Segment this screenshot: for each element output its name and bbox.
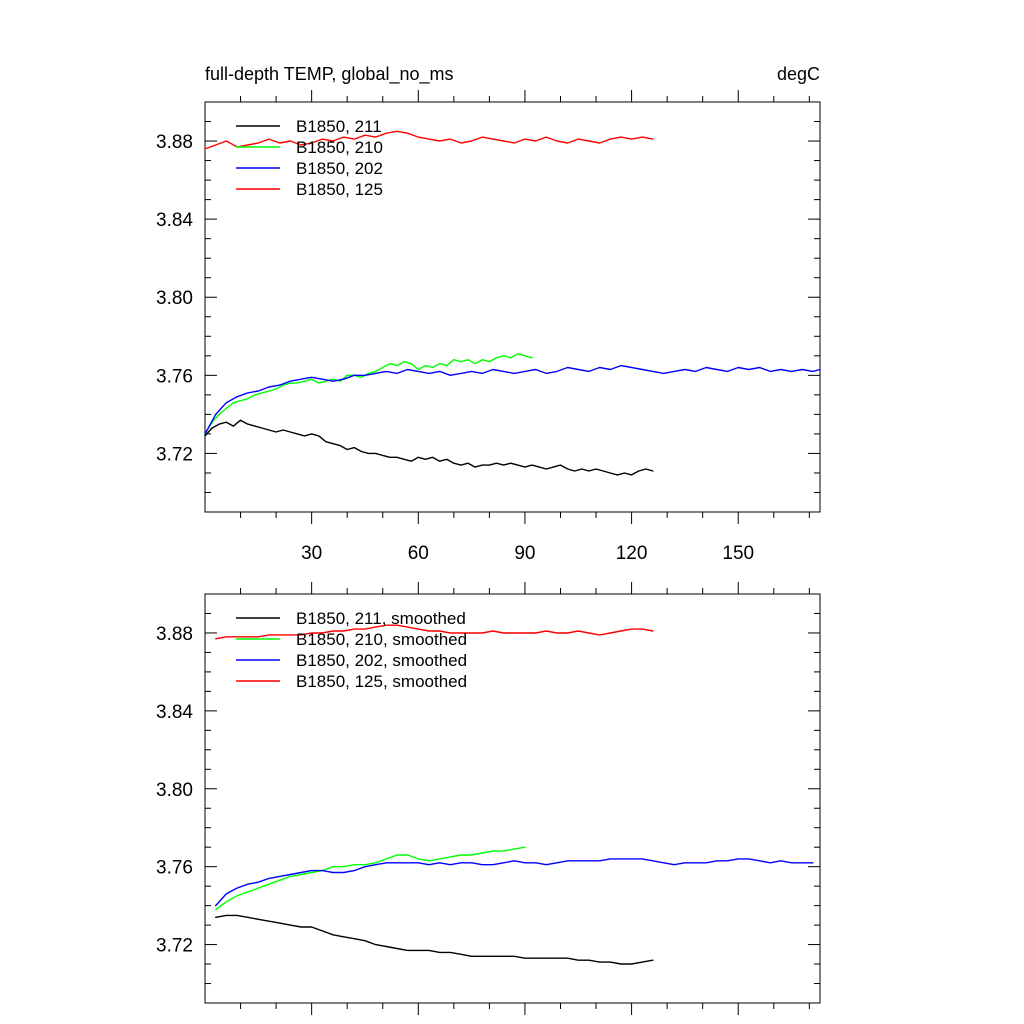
series-line-2 xyxy=(204,364,821,435)
x-tick-label: 90 xyxy=(514,543,535,564)
y-tick-label: 3.88 xyxy=(156,624,193,645)
legend-label: B1850, 202, smoothed xyxy=(296,651,467,670)
series-line-0 xyxy=(204,419,654,476)
series-line-1 xyxy=(204,353,533,435)
plot-frame xyxy=(204,101,821,513)
series-line-2 xyxy=(215,858,814,907)
y-tick-label: 3.76 xyxy=(156,366,193,387)
legend-label: B1850, 210 xyxy=(296,138,383,157)
y-tick-label: 3.72 xyxy=(156,444,193,465)
series-line-3 xyxy=(204,130,654,150)
panel-smoothed: 3.72 3.76 3.80 3.84 3.88 B1850, 211, smoothed… xyxy=(156,582,821,1015)
y-tick-label: 3.72 xyxy=(156,936,193,957)
y-tick-label: 3.80 xyxy=(156,288,193,309)
y-tick-label: 3.84 xyxy=(156,702,193,723)
x-tick-label: 60 xyxy=(408,543,429,564)
panel-raw: 3.72 3.76 3.80 3.84 3.88 30 60 90 120 150 B1850, 2… xyxy=(156,64,821,564)
y-tick-label: 3.76 xyxy=(156,858,193,879)
legend-label: B1850, 211 xyxy=(296,117,382,136)
legend-label: B1850, 202 xyxy=(296,159,383,178)
y-tick-label: 3.80 xyxy=(156,780,193,801)
plot-frame xyxy=(204,593,821,1004)
x-tick-label: 30 xyxy=(301,543,322,564)
x-tick-label: 150 xyxy=(722,543,754,564)
x-tick-label: 120 xyxy=(616,543,648,564)
y-tick-label: 3.84 xyxy=(156,210,193,231)
legend-label: B1850, 211, smoothed xyxy=(296,609,466,628)
legend-label: B1850, 210, smoothed xyxy=(296,630,467,649)
series-line-1 xyxy=(215,846,526,911)
legend-label: B1850, 125 xyxy=(296,180,383,199)
series-line-3 xyxy=(215,624,654,640)
units-label: degC xyxy=(777,64,820,84)
chart-title: full-depth TEMP, global_no_ms xyxy=(205,64,453,85)
legend-label: B1850, 125, smoothed xyxy=(296,672,467,691)
y-tick-label: 3.88 xyxy=(156,132,193,153)
series-line-0 xyxy=(215,914,654,965)
